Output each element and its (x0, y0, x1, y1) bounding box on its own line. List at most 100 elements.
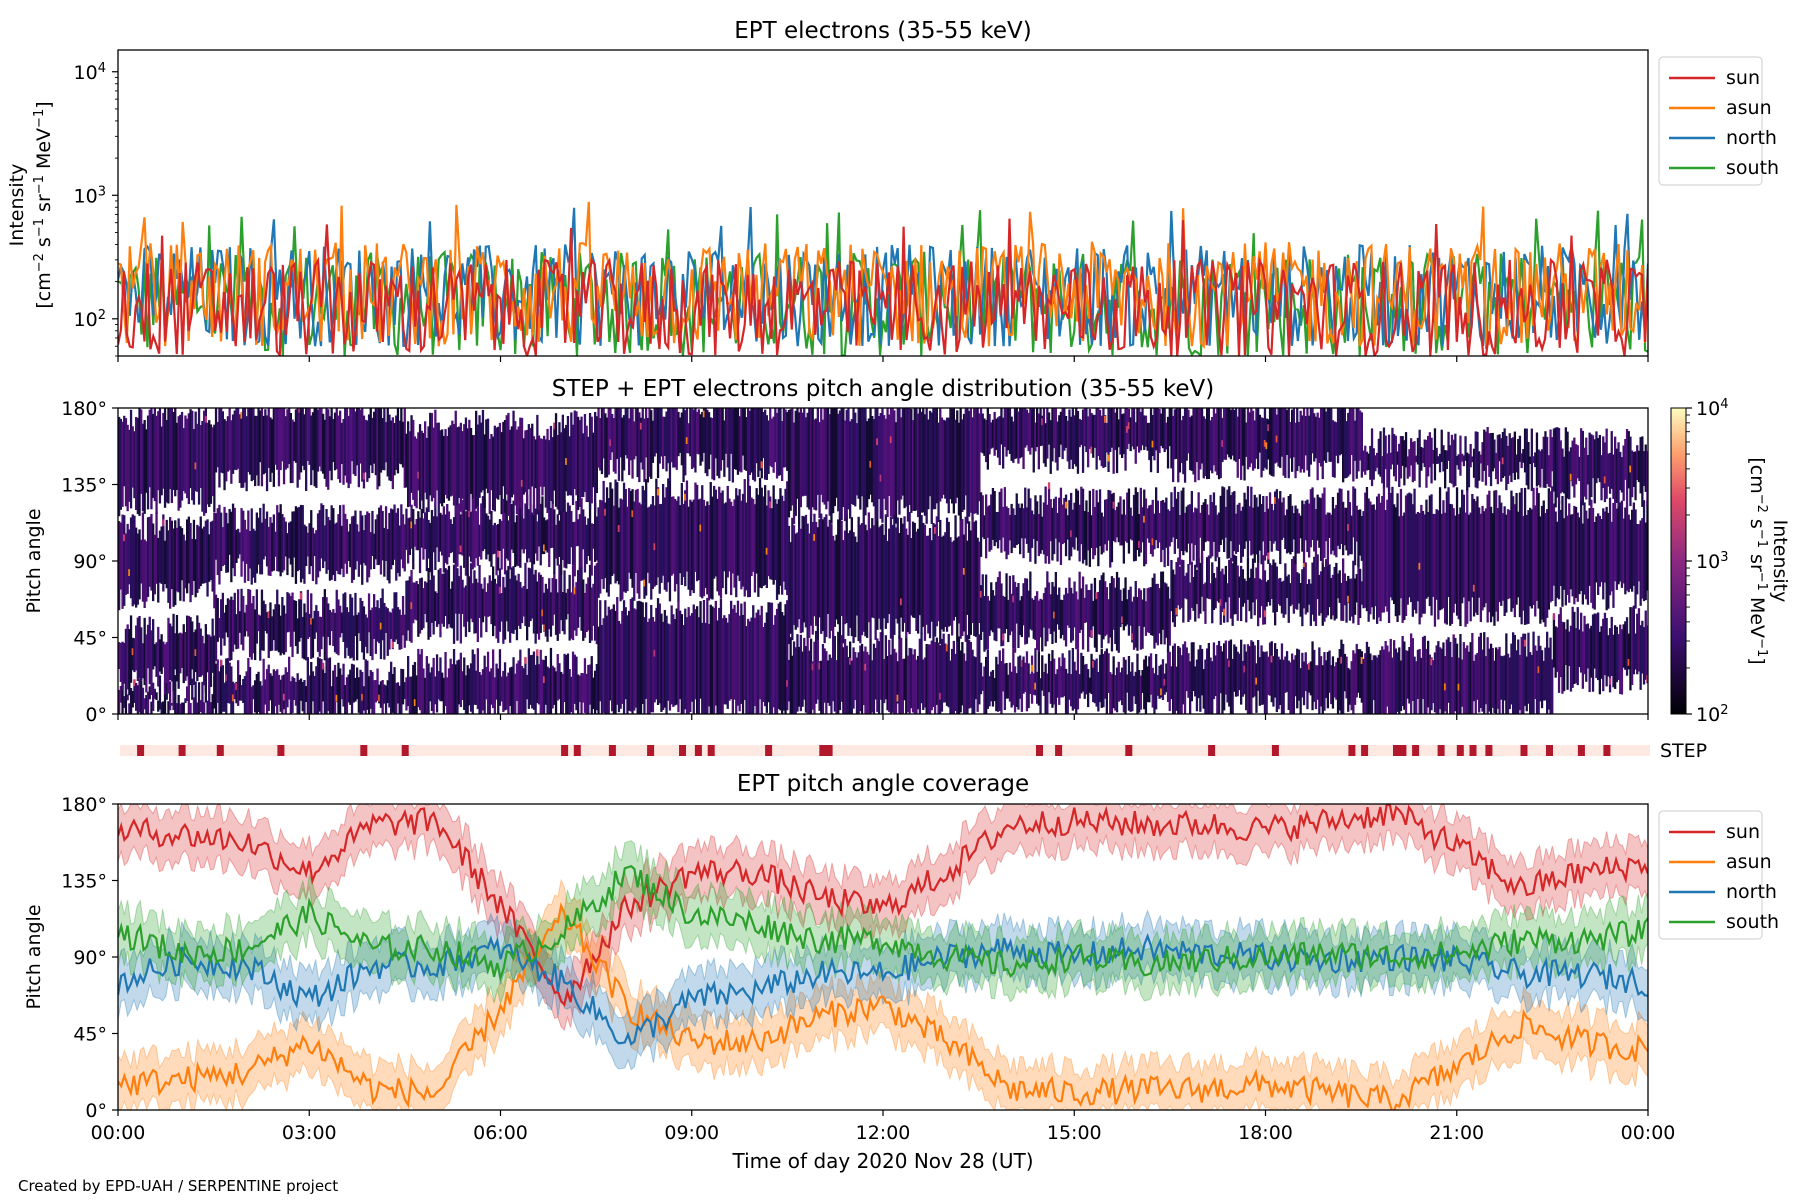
pad-column (1348, 408, 1352, 475)
pad-column (811, 661, 814, 710)
y-tick-label: 0° (85, 1100, 107, 1122)
pad-column (322, 413, 325, 474)
pad-column (808, 533, 811, 638)
pad-column (381, 511, 384, 561)
pad-column (1408, 647, 1411, 704)
pad-column (1087, 416, 1090, 468)
pad-column (940, 417, 944, 499)
pad-column (724, 408, 728, 454)
pad-column (1041, 655, 1044, 691)
pad-column (981, 574, 984, 632)
pad-column (864, 408, 867, 516)
pad-column (422, 433, 425, 514)
pad-column (1325, 411, 1328, 463)
pad-column (614, 479, 617, 584)
pad-column (483, 434, 486, 508)
pad-column (180, 528, 184, 581)
pad-column (1212, 573, 1216, 610)
pad-column (1270, 408, 1273, 476)
pad-column (656, 598, 660, 705)
pad-column (1342, 558, 1345, 621)
pad-hot-cell (1274, 497, 1277, 504)
pad-column (1085, 408, 1088, 453)
pad-column (1340, 582, 1343, 621)
pad-column (274, 531, 277, 557)
pad-column (265, 669, 269, 714)
pad-column (427, 663, 430, 714)
pad-column (1469, 444, 1472, 468)
pad-column (318, 616, 321, 657)
pad-column (1132, 494, 1136, 562)
pad-column (711, 417, 714, 480)
pad-column (1262, 555, 1265, 625)
pad-column (165, 519, 168, 589)
pad-column (612, 505, 615, 574)
pad-column (685, 480, 689, 572)
pad-column (779, 601, 782, 711)
pad-column (1440, 648, 1443, 714)
pad-hot-cell (939, 692, 942, 700)
pad-column (1622, 624, 1625, 668)
pad-column (121, 514, 124, 609)
pad-column (1013, 515, 1017, 548)
pad-column (395, 592, 398, 640)
pad-column (1192, 642, 1195, 692)
pad-column (140, 680, 143, 714)
pad-column (1110, 576, 1114, 652)
pad-column (1328, 512, 1331, 538)
pad-column (446, 436, 449, 499)
pad-column (1325, 660, 1328, 699)
pad-column (354, 411, 357, 476)
pad-column (714, 408, 717, 459)
pad-column (1158, 588, 1161, 634)
y-tick-label: 45° (73, 628, 107, 650)
pad-column (1143, 415, 1146, 450)
pad-column (1122, 413, 1125, 455)
pad-column (1206, 557, 1209, 599)
step-marker (608, 745, 616, 756)
pad-column (782, 615, 785, 711)
pad-column (376, 600, 379, 642)
pad-column (1554, 427, 1557, 508)
pad-column (1245, 499, 1248, 542)
pad-column (488, 438, 491, 515)
pad-column (815, 630, 818, 704)
pad-column (1049, 499, 1052, 542)
pad-column (974, 657, 978, 700)
pad-hot-cell (1095, 592, 1098, 600)
pad-column (507, 412, 510, 516)
pad-column (859, 645, 862, 712)
pad-column (597, 408, 600, 468)
pad-column (1272, 559, 1275, 613)
pad-column (225, 420, 228, 482)
pad-column (509, 429, 512, 504)
pad-column (1350, 578, 1353, 617)
pad-column (925, 644, 928, 714)
pad-column (849, 421, 852, 519)
pad-column (1291, 653, 1294, 714)
pad-column (1241, 506, 1244, 557)
pad-column (475, 578, 478, 634)
pad-column (714, 489, 717, 577)
pad-column (1163, 502, 1166, 568)
pad-column (223, 612, 226, 646)
pad-column (1053, 498, 1056, 555)
pad-column (378, 608, 381, 644)
pad-column (294, 409, 298, 463)
pad-column (150, 630, 153, 695)
pad-column (281, 597, 284, 654)
pad-column (1007, 599, 1010, 643)
pad-column (1219, 646, 1222, 694)
pad-column (1483, 429, 1486, 471)
pad-column (1505, 514, 1508, 613)
pad-column (1416, 649, 1420, 699)
coverage-title: EPT pitch angle coverage (737, 771, 1029, 797)
pad-column (1280, 643, 1284, 714)
pad-column (179, 526, 182, 601)
pad-column (641, 485, 644, 581)
step-marker (573, 745, 581, 756)
pad-column (1433, 428, 1437, 481)
pad-column (1246, 558, 1250, 600)
pad-column (454, 563, 457, 614)
